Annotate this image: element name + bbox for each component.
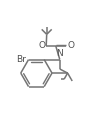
Text: N: N bbox=[56, 49, 63, 58]
Text: Br: Br bbox=[16, 55, 26, 64]
Text: O: O bbox=[67, 41, 74, 50]
Text: O: O bbox=[39, 41, 46, 50]
